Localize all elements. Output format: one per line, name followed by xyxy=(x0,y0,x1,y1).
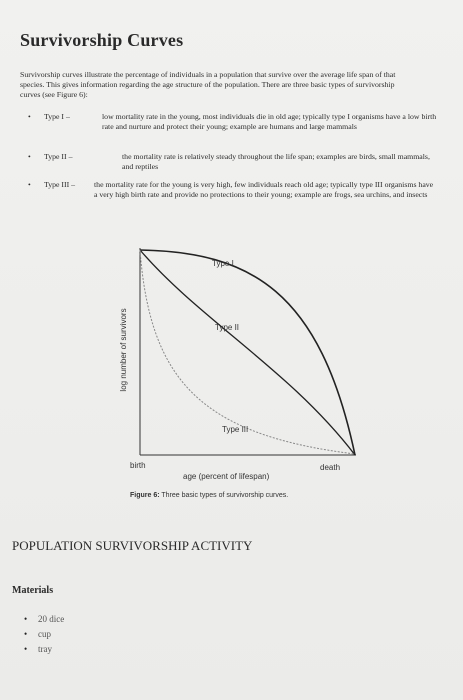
bullet-label: Type III – xyxy=(44,180,76,189)
bullet-text: low mortality rate in the young, most in… xyxy=(102,112,437,131)
curve-label: Type I xyxy=(212,259,234,268)
item-text: tray xyxy=(38,644,52,654)
type-i-curve xyxy=(139,249,356,456)
type-ii-curve xyxy=(139,249,356,456)
title: Survivorship Curves xyxy=(20,30,184,50)
section-heading: POPULATION SURVIVORSHIP ACTIVITY xyxy=(12,538,253,553)
x-start-label: birth xyxy=(130,461,146,470)
caption-label: Figure 6: xyxy=(130,492,160,499)
bullet-label: Type I – xyxy=(44,112,70,121)
list-item: • tray xyxy=(24,644,52,654)
materials-heading: Materials xyxy=(12,585,54,596)
bullet-text: the mortality rate is relatively steady … xyxy=(122,152,430,171)
figure: log number of survivors Type I Type II T… xyxy=(119,248,356,499)
bullet: • Type III – the mortality rate for the yo… xyxy=(28,180,438,200)
x-axis-label: age (percent of lifespan) xyxy=(183,472,270,481)
y-axis-label: log number of survivors xyxy=(119,308,128,391)
curve-label: Type III xyxy=(222,425,248,434)
bullet-text: the mortality rate for the young is very… xyxy=(94,180,434,199)
type-iii-curve xyxy=(139,249,356,455)
caption: Figure 6: Three basic types of survivors… xyxy=(130,492,288,499)
caption-text: Three basic types of survivorship curves… xyxy=(161,492,288,499)
list-item: • cup xyxy=(24,629,51,639)
curve-label: Type II xyxy=(215,323,239,332)
bullet: • Type II – the mortality rate is relative… xyxy=(28,152,438,172)
item-text: 20 dice xyxy=(38,614,65,624)
bullet-label: Type II – xyxy=(44,152,73,161)
x-end-label: death xyxy=(320,463,340,472)
list-item: • 20 dice xyxy=(24,614,65,624)
item-text: cup xyxy=(38,629,51,639)
intro-paragraph: Survivorship curves illustrate the perce… xyxy=(20,70,396,99)
bullet: • Type I – low mortality rate in the young… xyxy=(28,112,437,131)
